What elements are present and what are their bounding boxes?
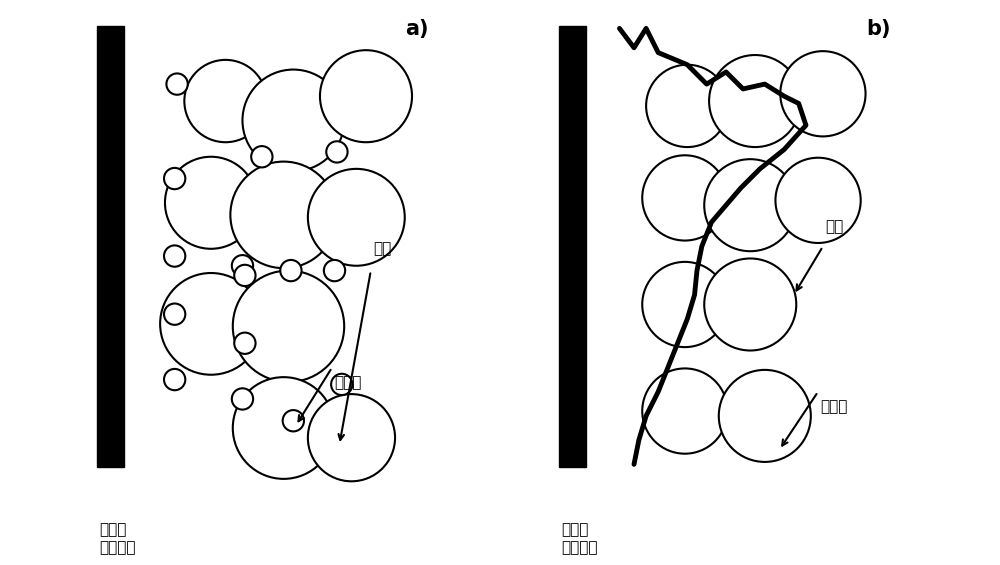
Circle shape (234, 265, 256, 286)
Circle shape (233, 271, 344, 382)
Text: 粒子: 粒子 (373, 241, 392, 256)
Circle shape (642, 262, 727, 347)
Circle shape (324, 260, 345, 281)
Circle shape (320, 50, 412, 142)
Text: 粘合剂: 粘合剂 (820, 399, 848, 414)
Circle shape (164, 303, 185, 325)
Text: 粒子: 粒子 (825, 219, 844, 234)
Circle shape (642, 368, 727, 454)
Text: 集流器
（载体）: 集流器 （载体） (100, 523, 136, 555)
Circle shape (326, 141, 348, 163)
Circle shape (242, 69, 344, 171)
Circle shape (251, 146, 273, 167)
Circle shape (232, 388, 253, 410)
Circle shape (233, 377, 335, 479)
Circle shape (166, 73, 188, 95)
Circle shape (164, 245, 185, 267)
Circle shape (704, 159, 796, 251)
Circle shape (234, 333, 256, 354)
Circle shape (160, 273, 262, 375)
Circle shape (704, 258, 796, 350)
Circle shape (164, 168, 185, 189)
Circle shape (308, 394, 395, 481)
Circle shape (280, 260, 302, 281)
Text: a): a) (405, 19, 429, 38)
Circle shape (719, 370, 811, 462)
Circle shape (232, 255, 253, 276)
Circle shape (308, 169, 405, 266)
Text: b): b) (866, 19, 891, 38)
Bar (559, 26, 586, 467)
Circle shape (230, 162, 337, 268)
Text: 集流器
（载体）: 集流器 （载体） (561, 523, 598, 555)
Circle shape (775, 158, 861, 243)
Circle shape (165, 157, 257, 249)
Circle shape (709, 55, 801, 147)
Circle shape (283, 410, 304, 432)
Circle shape (646, 65, 728, 147)
Text: 粘合剂: 粘合剂 (335, 375, 362, 390)
Circle shape (780, 51, 866, 136)
Circle shape (642, 155, 727, 241)
Circle shape (331, 374, 352, 395)
Bar (97, 26, 124, 467)
Circle shape (164, 369, 185, 390)
Circle shape (184, 60, 267, 142)
